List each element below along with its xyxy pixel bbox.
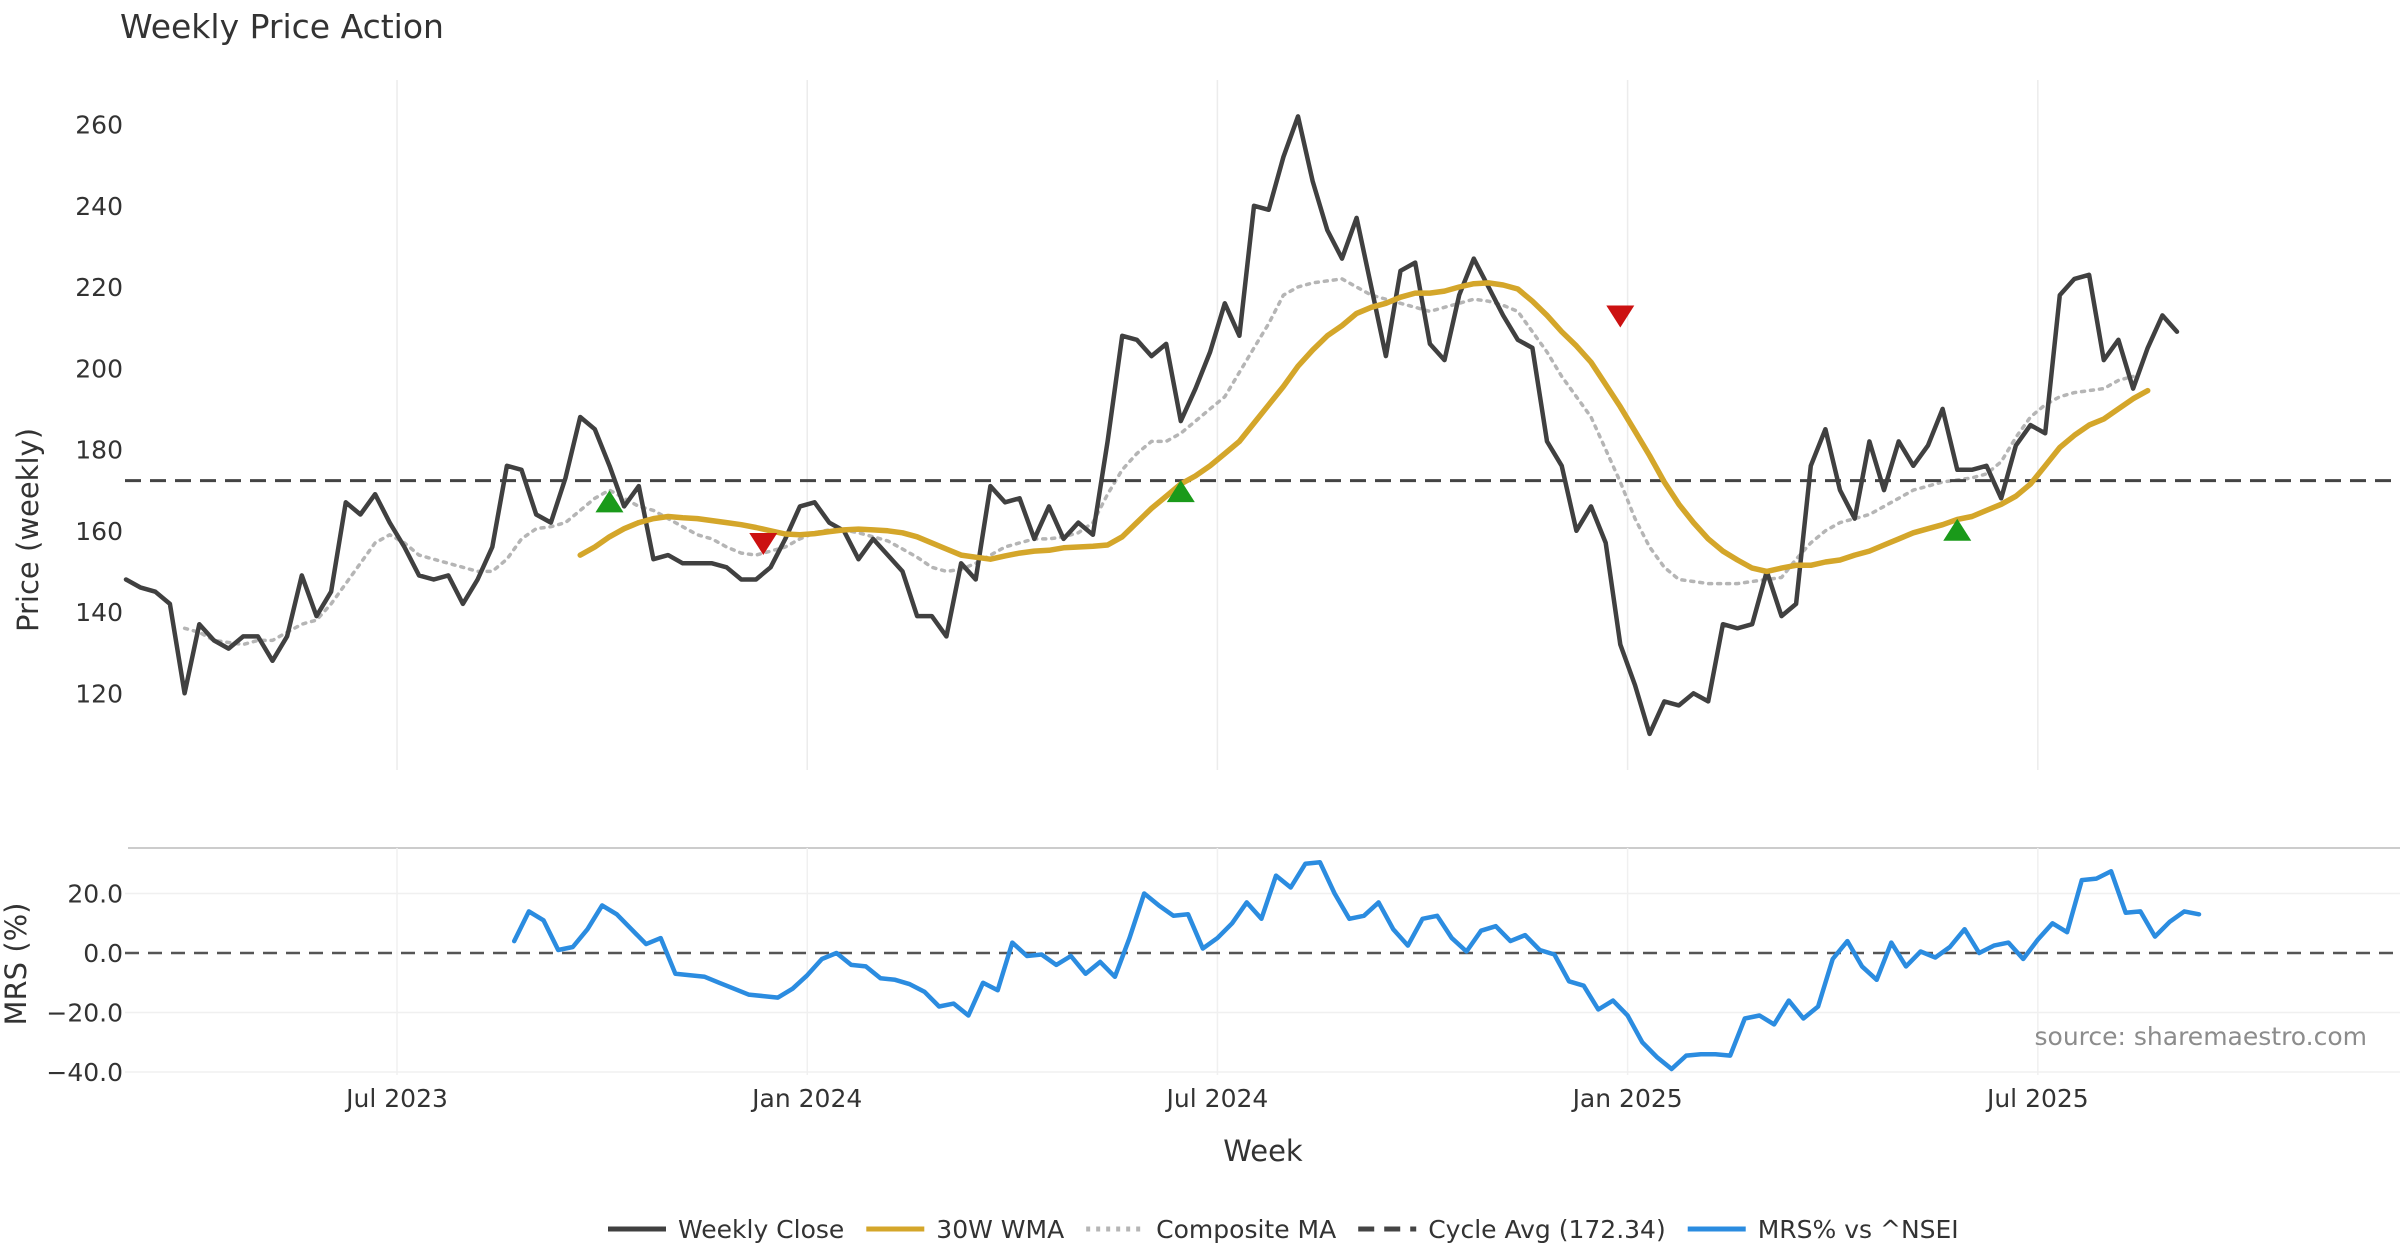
composite-ma-line bbox=[182, 277, 2135, 647]
x-tick-label: Jul 2025 bbox=[1985, 1084, 2089, 1113]
buy-signal-marker bbox=[1943, 518, 1972, 541]
sell-signal-marker bbox=[749, 532, 778, 555]
legend: Weekly Close 30W WMA Composite MA Cycle Avg… bbox=[608, 1215, 1959, 1244]
x-axis-label: Week bbox=[1223, 1134, 1303, 1168]
price-y-tick-label: 220 bbox=[75, 273, 123, 302]
x-tick-label: Jul 2024 bbox=[1165, 1084, 1269, 1113]
legend-label: Cycle Avg (172.34) bbox=[1428, 1215, 1666, 1244]
legend-label: Composite MA bbox=[1156, 1215, 1336, 1244]
weekly-close-line bbox=[123, 114, 2180, 737]
price-y-tick-label: 160 bbox=[75, 517, 123, 546]
x-tick-label: Jan 2024 bbox=[750, 1084, 862, 1113]
legend-item-weekly-close: Weekly Close bbox=[608, 1215, 844, 1244]
mrs-y-axis-ticks: 20.0 0.0 −20.0 −40.0 bbox=[46, 880, 123, 1088]
mrs-y-tick-label: −40.0 bbox=[46, 1058, 123, 1087]
legend-item-mrs-vs-nsei: MRS% vs ^NSEI bbox=[1687, 1215, 1959, 1244]
price-y-tick-label: 180 bbox=[75, 436, 123, 465]
buy-signal-marker bbox=[1166, 480, 1195, 503]
x-axis-ticks: Jul 2023 Jan 2024 Jul 2024 Jan 2025 Jul 2025 bbox=[344, 1084, 2089, 1113]
price-y-axis-ticks: 120 140 160 180 200 220 240 260 bbox=[75, 111, 123, 709]
legend-item-cycle-avg-172-34: Cycle Avg (172.34) bbox=[1358, 1215, 1666, 1244]
sell-signal-marker bbox=[1606, 305, 1635, 328]
mrs-y-axis-label: MRS (%) bbox=[0, 903, 33, 1026]
mrs-y-tick-label: 20.0 bbox=[67, 880, 123, 909]
mrs-panel-gridlines bbox=[125, 848, 2400, 1075]
price-y-tick-label: 200 bbox=[75, 354, 123, 383]
legend-label: MRS% vs ^NSEI bbox=[1758, 1215, 1959, 1244]
legend-label: Weekly Close bbox=[678, 1215, 844, 1244]
price-y-tick-label: 140 bbox=[75, 598, 123, 627]
price-y-axis-label: Price (weekly) bbox=[11, 428, 45, 632]
price-y-tick-label: 240 bbox=[75, 192, 123, 221]
x-tick-label: Jul 2023 bbox=[344, 1084, 448, 1113]
30w-wma-line bbox=[577, 280, 2151, 575]
legend-item-30w-wma: 30W WMA bbox=[866, 1215, 1064, 1244]
source-annotation: source: sharemaestro.com bbox=[2035, 1022, 2368, 1051]
buy-signal-marker bbox=[595, 490, 624, 513]
signal-markers bbox=[595, 305, 1972, 555]
price-panel-gridlines bbox=[396, 80, 2039, 770]
mrs-y-tick-label: 0.0 bbox=[83, 939, 123, 968]
chart-title: Weekly Price Action bbox=[120, 7, 444, 46]
legend-label: 30W WMA bbox=[936, 1215, 1064, 1244]
price-panel-series bbox=[123, 114, 2400, 737]
mrs-y-tick-label: −20.0 bbox=[46, 999, 123, 1028]
legend-item-composite-ma: Composite MA bbox=[1086, 1215, 1336, 1244]
x-tick-label: Jan 2025 bbox=[1571, 1084, 1683, 1113]
mrs-line bbox=[511, 860, 2202, 1072]
mrs-panel-series bbox=[511, 860, 2202, 1072]
price-y-tick-label: 120 bbox=[75, 679, 123, 708]
price-y-tick-label: 260 bbox=[75, 111, 123, 140]
